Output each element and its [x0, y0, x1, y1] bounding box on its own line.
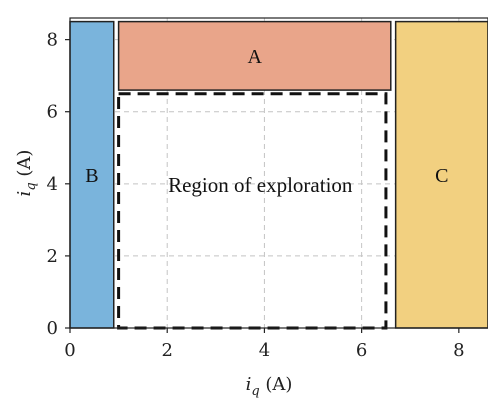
x-tick-label: 8: [453, 340, 464, 361]
x-ticks: 0 2 4 6 8: [64, 328, 465, 361]
region-c: [394, 20, 488, 329]
plot-frame: [69, 17, 488, 329]
y-tick-label: 6: [47, 102, 58, 123]
y-axis-label: iq (A): [14, 150, 39, 197]
region-label-c: C: [435, 165, 448, 187]
y-ticks: 0 2 4 6 8: [47, 30, 70, 339]
y-tick-label: 4: [47, 174, 58, 195]
region-label-a: A: [247, 46, 262, 68]
exploration-label: Region of exploration: [168, 173, 353, 197]
region-labels: A B C: [85, 46, 448, 187]
region-a: [117, 20, 392, 91]
x-tick-label: 4: [259, 340, 270, 361]
x-tick-label: 2: [161, 340, 172, 361]
y-tick-label: 8: [47, 30, 58, 51]
x-tick-label: 6: [356, 340, 367, 361]
region-label-b: B: [85, 165, 98, 187]
y-tick-label: 0: [47, 318, 58, 339]
x-tick-label: 0: [64, 340, 75, 361]
x-axis-label: iq (A): [246, 374, 293, 399]
exploration-boundary: [117, 92, 388, 330]
y-tick-label: 2: [47, 246, 58, 267]
